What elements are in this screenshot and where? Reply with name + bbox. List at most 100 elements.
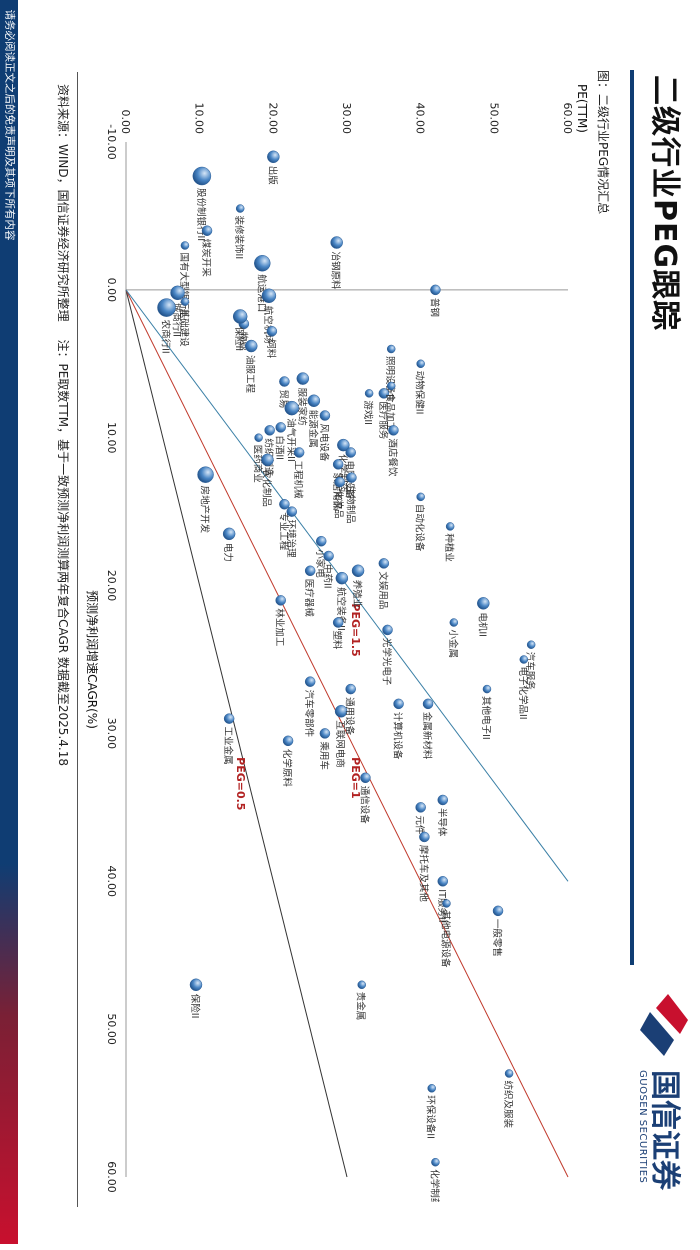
data-point-label: 其他电子II — [480, 696, 492, 740]
data-point-label: 基础建设 — [178, 309, 190, 348]
data-point-label: 通用设备 — [344, 697, 356, 736]
data-point-label: 小金属 — [447, 630, 459, 659]
data-point — [319, 410, 331, 421]
data-point — [304, 676, 316, 687]
data-point — [275, 595, 286, 606]
data-point-label: 种植业 — [443, 533, 455, 562]
data-point-label: 化学原料 — [281, 749, 293, 788]
data-point — [388, 425, 399, 436]
data-point — [346, 472, 357, 483]
data-point-label: 普钢 — [428, 298, 440, 317]
data-point-label: 小家电 — [314, 549, 326, 578]
data-point — [261, 453, 274, 467]
data-point-label: 自动化设备 — [414, 504, 426, 552]
data-point — [235, 204, 245, 213]
data-point-label: 保险II — [189, 994, 201, 1019]
data-point — [504, 1069, 514, 1078]
data-point — [337, 438, 350, 452]
data-point-label: 农商行II — [160, 320, 172, 354]
data-point — [296, 372, 310, 385]
data-point-label: 航运港口 — [255, 274, 267, 312]
data-point-label: 一般零售 — [491, 919, 503, 957]
data-point — [345, 683, 356, 695]
data-point — [442, 899, 451, 908]
data-point-label: 煤炭开采 — [200, 239, 212, 278]
data-point — [254, 254, 271, 272]
data-point — [334, 476, 345, 488]
data-point — [189, 978, 203, 992]
data-point-label: 化妆品 — [333, 490, 345, 519]
data-point-label: 医疗器械 — [303, 579, 315, 618]
data-point — [416, 492, 425, 502]
peg-reference-line — [125, 289, 569, 882]
data-point-label: 半导体 — [436, 808, 448, 837]
source-note: 资料来源：WIND，国信证券经济研究所整理 — [56, 84, 70, 322]
page-title: 二级行业PEG跟踪 — [647, 75, 682, 332]
data-point — [264, 425, 275, 436]
peg-scatter-chart: -10.000.0010.0020.0030.0040.0050.0060.00… — [85, 84, 589, 1207]
data-point — [351, 564, 365, 578]
data-point-label: 通信设备 — [358, 786, 370, 825]
data-point — [437, 876, 449, 887]
data-point — [386, 344, 396, 354]
footer-rule — [77, 72, 78, 1207]
data-point-label: 工程机械 — [292, 461, 304, 500]
data-point-label: 中药II — [322, 564, 334, 589]
data-point — [223, 713, 235, 724]
company-logo: 国信证券 GUOSEN SECURITIES — [630, 990, 690, 1210]
data-point-label: 农化制品 — [260, 469, 272, 507]
footer: 资料来源：WIND，国信证券经济研究所整理 注：PE取数TTM，基于一致预测净利… — [55, 84, 72, 766]
data-point-label: 电力 — [222, 543, 234, 562]
data-point — [378, 388, 390, 399]
data-point-label: 保险II — [233, 326, 245, 351]
data-point-label: 其他电源设备 — [439, 910, 451, 968]
data-point-label: 风电设备 — [318, 424, 330, 463]
data-point — [244, 339, 258, 353]
data-point-label: 医药商业 — [252, 445, 264, 483]
data-point-label: 塑料 — [331, 631, 343, 651]
x-tick-label: 50.00 — [105, 1013, 118, 1044]
data-point-label: 环保设备II — [425, 1095, 437, 1139]
y-tick-label: 30.00 — [340, 103, 353, 135]
data-point-label: 能源金属 — [307, 410, 319, 448]
data-point — [275, 422, 286, 433]
y-tick-label: 0.00 — [119, 110, 132, 135]
x-tick-label: 20.00 — [105, 570, 118, 602]
header: 二级行业PEG跟踪 国信证券 GUOSEN SECURITIES — [620, 0, 700, 1244]
peg-reference-line — [125, 289, 348, 1178]
data-point — [422, 698, 434, 710]
data-point-label: 专业工程 — [277, 512, 289, 551]
data-point-label: 化学制药 — [428, 1169, 440, 1202]
data-point — [170, 285, 185, 301]
data-point — [192, 166, 212, 186]
data-point — [419, 831, 430, 843]
data-point — [482, 684, 492, 694]
data-point — [393, 698, 404, 710]
data-point-label: 医疗服务 — [377, 401, 389, 440]
x-tick-label: 40.00 — [105, 866, 118, 898]
x-tick-label: 30.00 — [105, 718, 118, 750]
data-point — [293, 447, 305, 458]
data-point — [180, 297, 190, 306]
logo-text-cn: 国信证券 — [647, 1070, 682, 1190]
side-strip-gradient — [0, 864, 18, 1244]
data-point-label: 出版 — [266, 166, 278, 186]
data-point-label: IT服务II — [436, 889, 448, 922]
data-point-label: 贵金属 — [355, 992, 367, 1021]
data-point — [492, 905, 504, 917]
peg-reference-line — [125, 289, 569, 1178]
y-tick-label: 10.00 — [193, 103, 206, 135]
data-point — [282, 735, 294, 747]
data-point — [286, 506, 297, 517]
y-axis-title: PE(TTM) — [575, 84, 589, 133]
data-point-label: 国有大型银行II — [178, 253, 190, 316]
side-strip — [0, 0, 18, 1244]
x-tick-label: 10.00 — [105, 422, 118, 454]
data-point-label: 服装家纺 — [296, 388, 308, 427]
data-point — [197, 466, 214, 483]
data-point-label: 乘用车 — [318, 741, 330, 770]
data-point — [334, 705, 348, 718]
data-point — [222, 527, 236, 541]
data-point-label: 电子化学品II — [517, 667, 529, 720]
